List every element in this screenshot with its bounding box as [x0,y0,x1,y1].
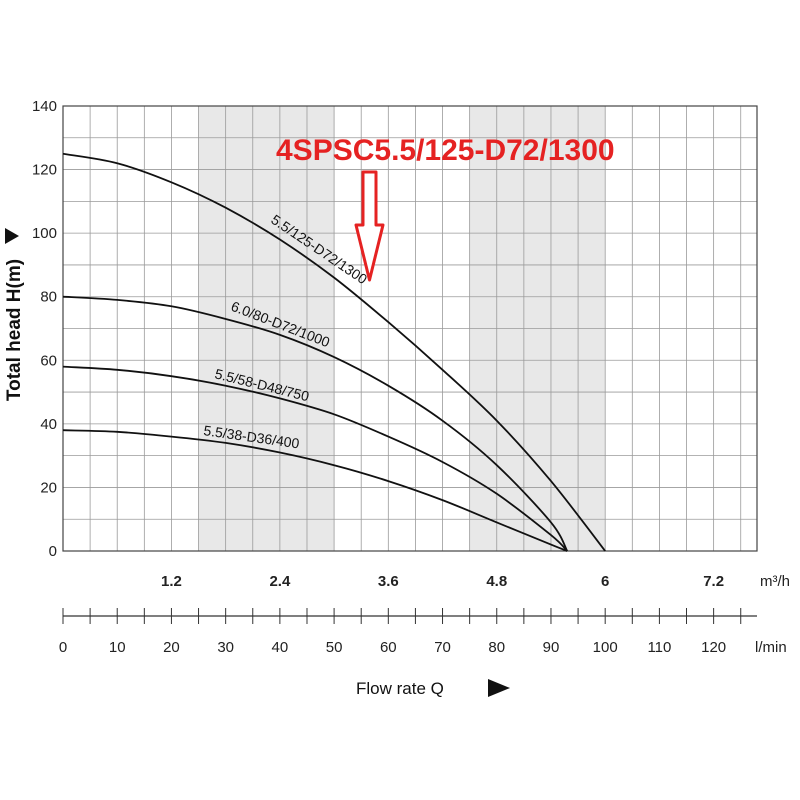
m3h-tick-label: 6 [601,573,609,590]
y-axis-ticks: 0 20 40 60 80 100 120 140 [32,98,57,560]
x-axis-arrow-icon [488,679,510,697]
lmin-axis: 0 10 20 30 40 50 60 70 80 90 100 110 120 l/min [59,608,787,656]
y-tick-label: 120 [32,162,57,179]
y-tick-label: 20 [40,479,57,496]
lmin-tick-label: 20 [163,639,180,656]
lmin-tick-label: 40 [272,639,289,656]
y-tick-label: 0 [49,543,57,560]
m3h-tick-label: 4.8 [486,573,507,590]
lmin-tick-label: 70 [434,639,451,656]
y-axis-arrow-icon [5,228,19,244]
lmin-tick-label: 90 [543,639,560,656]
callout-arrow-icon [354,170,385,282]
lmin-tick-label: 60 [380,639,397,656]
pump-curve-2 [62,295,569,552]
y-tick-label: 140 [32,98,57,115]
x-axis-label: Flow rate Q [356,679,444,698]
lmin-tick-label: 80 [488,639,505,656]
m3h-tick-label: 1.2 [161,573,182,590]
y-axis-label: Total head H(m) [4,259,25,401]
pump-curve-4 [62,429,568,552]
y-tick-label: 80 [40,289,57,306]
lmin-tick-label: 50 [326,639,343,656]
y-tick-label: 100 [32,225,57,242]
y-tick-label: 40 [40,416,57,433]
m3h-unit-label: m³/h [760,573,790,590]
pump-curve-1 [62,152,606,552]
y-tick-label: 60 [40,352,57,369]
m3h-tick-label: 7.2 [703,573,724,590]
lmin-tick-label: 100 [593,639,618,656]
lmin-tick-label: 0 [59,639,67,656]
lmin-tick-label: 110 [647,639,671,656]
plot-frame [62,105,758,552]
m3h-tick-label: 2.4 [269,573,291,590]
lmin-tick-label: 30 [217,639,234,656]
model-callout: 4SPSC5.5/125-D72/1300 [276,134,615,167]
pump-curve-3 [62,365,568,552]
grid [63,106,757,551]
lmin-tick-label: 10 [109,639,126,656]
lmin-unit-label: l/min [755,639,787,656]
m3h-axis-ticks: 1.2 2.4 3.6 4.8 6 7.2 m³/h [161,573,790,590]
m3h-tick-label: 3.6 [378,573,399,590]
lmin-tick-label: 120 [701,639,726,656]
